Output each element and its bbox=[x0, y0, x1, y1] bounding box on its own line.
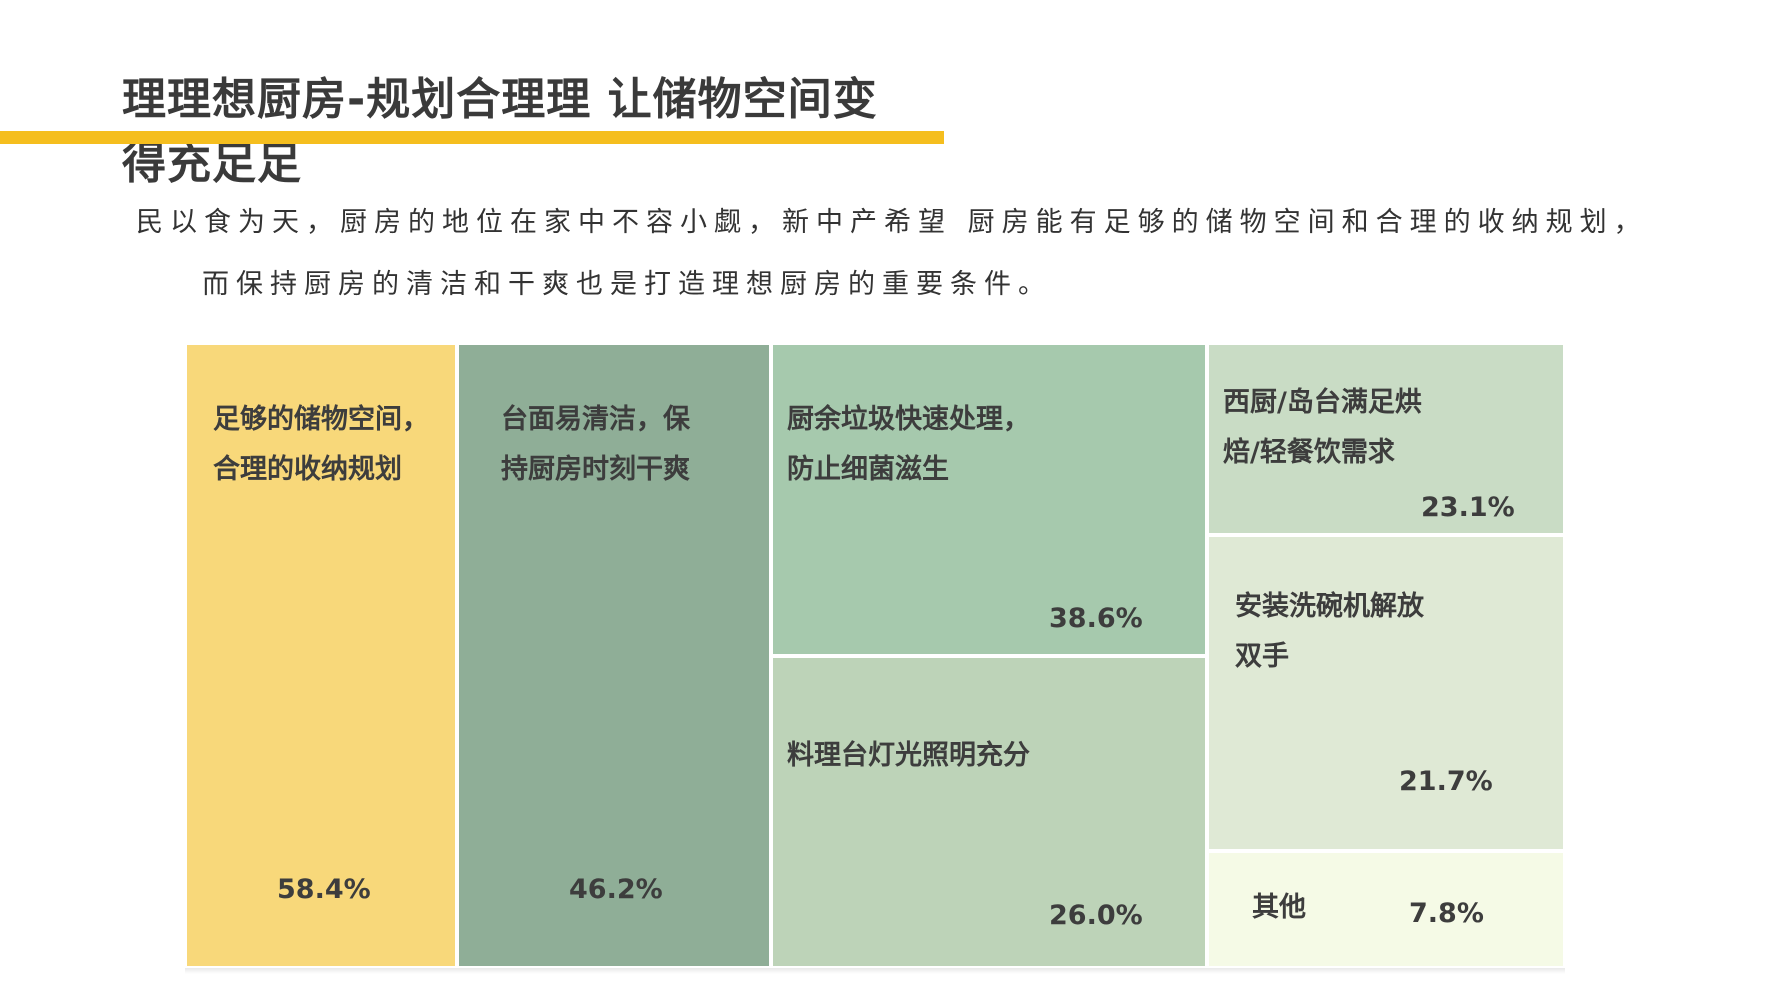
treemap-cell: 足够的储物空间， 合理的收纳规划 58.4% bbox=[185, 343, 457, 968]
treemap-cell-label: 其他 bbox=[1252, 892, 1306, 923]
treemap-cell: 其他 7.8% bbox=[1207, 851, 1565, 968]
treemap-cell: 台面易清洁，保 持厨房时刻干爽 46.2% bbox=[457, 343, 771, 968]
treemap-cell-label: 足够的储物空间， 合理的收纳规划 bbox=[213, 404, 429, 485]
page-title: 理理想厨房-规划合理理 让储物空间变得充足足 bbox=[122, 74, 878, 189]
treemap-cell-value: 7.8% bbox=[1409, 898, 1484, 929]
treemap-cell: 西厨/岛台满足烘 焙/轻餐饮需求 23.1% bbox=[1207, 343, 1565, 535]
treemap-cell-value: 23.1% bbox=[1421, 492, 1515, 523]
treemap-cell-label: 厨余垃圾快速处理， 防止细菌滋生 bbox=[787, 404, 1030, 485]
treemap-cell-value: 58.4% bbox=[277, 874, 371, 905]
treemap-cell-value: 46.2% bbox=[569, 874, 663, 905]
treemap-cell: 安装洗碗机解放 双手 21.7% bbox=[1207, 535, 1565, 851]
intro-paragraph: 民以食为天，厨房的地位在家中不容小觑，新中产希望 厨房能有足够的储物空间和合理的… bbox=[136, 192, 1696, 316]
treemap-cell-label: 台面易清洁，保 持厨房时刻干爽 bbox=[501, 404, 690, 485]
treemap-cell: 料理台灯光照明充分 26.0% bbox=[771, 656, 1207, 968]
treemap-cell-label: 安装洗碗机解放 双手 bbox=[1235, 591, 1424, 672]
treemap-cell-label: 料理台灯光照明充分 bbox=[787, 740, 1030, 771]
chart-shadow bbox=[185, 968, 1565, 974]
treemap-chart: 足够的储物空间， 合理的收纳规划 58.4% 台面易清洁，保 持厨房时刻干爽 46.2… bbox=[185, 343, 1565, 968]
treemap-cell: 厨余垃圾快速处理， 防止细菌滋生 38.6% bbox=[771, 343, 1207, 656]
treemap-cell-label: 西厨/岛台满足烘 焙/轻餐饮需求 bbox=[1223, 387, 1422, 468]
title-accent-bar bbox=[0, 131, 944, 144]
intro-line-2: 而保持厨房的清洁和干爽也是打造理想厨房的重要条件。 bbox=[202, 269, 1052, 300]
treemap-cell-value: 21.7% bbox=[1399, 766, 1493, 797]
treemap-cell-value: 26.0% bbox=[1049, 900, 1143, 931]
intro-line-1: 民以食为天，厨房的地位在家中不容小觑，新中产希望 厨房能有足够的储物空间和合理的… bbox=[136, 207, 1648, 238]
treemap-cell-value: 38.6% bbox=[1049, 603, 1143, 634]
